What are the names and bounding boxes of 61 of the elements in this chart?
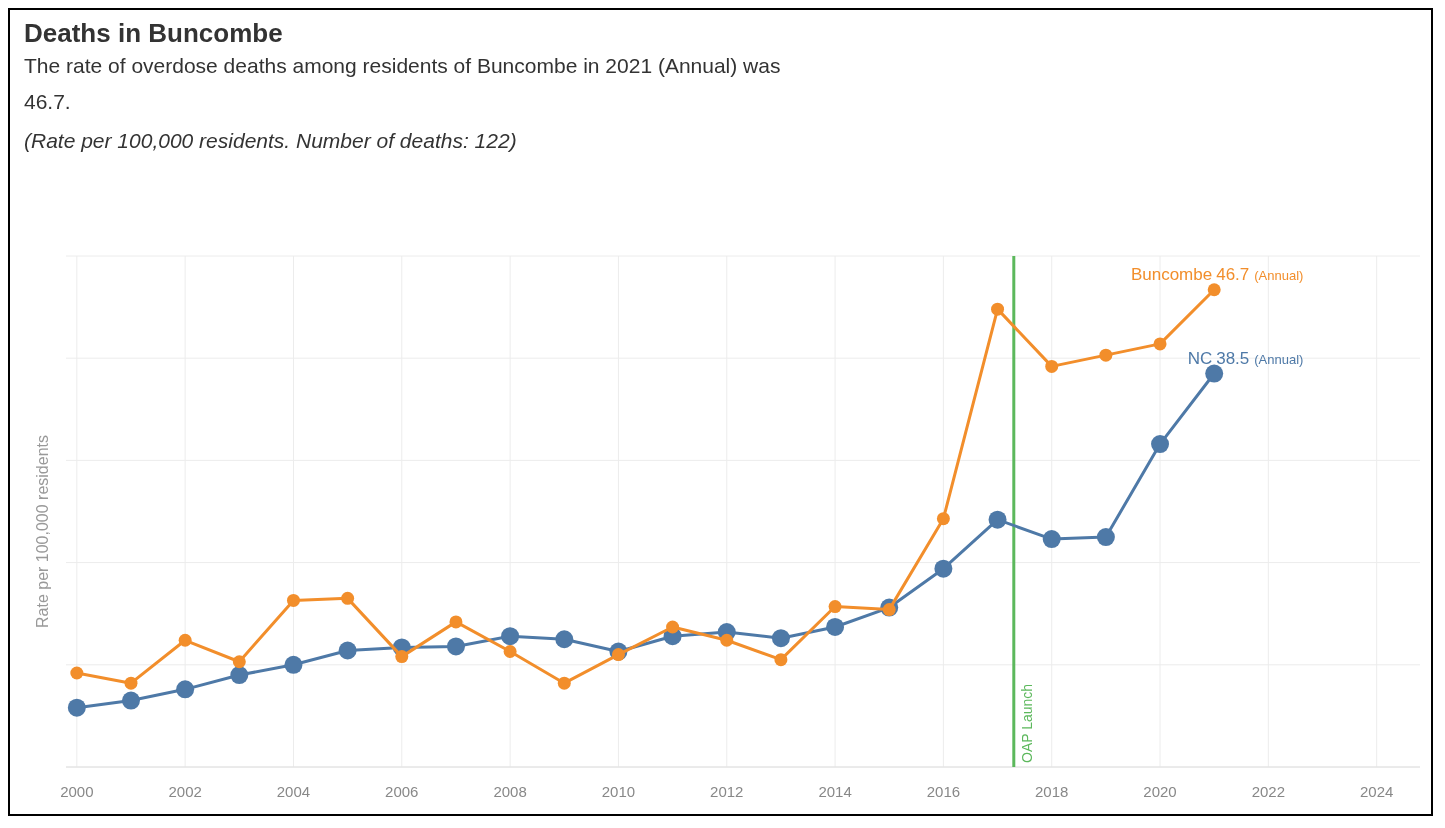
point <box>503 645 517 659</box>
point <box>1042 530 1061 549</box>
point <box>1151 435 1170 454</box>
x-tick-label: 2002 <box>168 783 202 800</box>
point <box>991 302 1005 316</box>
x-tick-label: 2016 <box>926 783 961 800</box>
point <box>934 559 953 578</box>
point <box>232 655 246 669</box>
point <box>341 591 355 605</box>
annotation: (Annual) <box>1254 351 1304 367</box>
point <box>555 630 574 649</box>
point <box>1205 364 1224 383</box>
point <box>395 650 409 664</box>
y-axis-title: Rate per 100,000 residents <box>34 434 51 629</box>
chart-subtitle: The rate of overdose deaths among residents of Buncombe in 2021 (Annual) was 46.7. <box>24 53 782 115</box>
point <box>284 655 303 674</box>
point <box>826 617 845 636</box>
x-tick-label: 2020 <box>1143 783 1177 800</box>
x-tick-label: 2010 <box>601 783 636 800</box>
x-tick-label: 2024 <box>1359 783 1394 800</box>
x-tick-label: 2006 <box>385 783 419 800</box>
point <box>67 698 86 717</box>
point <box>557 676 571 690</box>
point <box>774 653 788 667</box>
data-label: 46.7 <box>1216 264 1250 284</box>
point <box>1096 528 1115 547</box>
ref-line-label: OAP Launch <box>1018 683 1035 763</box>
x-tick-label: 2000 <box>60 783 94 800</box>
x-tick-label: 2012 <box>710 783 744 800</box>
data-label: 38.5 <box>1216 348 1250 368</box>
point <box>828 600 842 614</box>
point <box>70 666 84 680</box>
point <box>286 593 300 607</box>
point <box>121 691 140 710</box>
x-tick-label: 2008 <box>493 783 527 800</box>
point <box>1045 359 1059 373</box>
x-tick-label: 2014 <box>818 783 852 800</box>
point <box>988 510 1007 529</box>
point <box>178 633 192 647</box>
point <box>446 637 465 656</box>
point <box>771 629 790 648</box>
point <box>501 627 520 646</box>
series-label: Buncombe <box>1130 264 1213 284</box>
point <box>1099 348 1113 362</box>
point <box>1153 337 1167 351</box>
point <box>666 620 680 634</box>
annotation: (Annual) <box>1254 267 1304 283</box>
series-label: NC <box>1187 348 1213 368</box>
point <box>176 680 195 699</box>
point <box>936 512 950 526</box>
point <box>124 676 138 690</box>
chart-title: Deaths in Buncombe <box>24 18 283 48</box>
x-tick-label: 2022 <box>1251 783 1286 800</box>
point <box>720 633 734 647</box>
point <box>1207 283 1221 297</box>
point <box>230 666 249 685</box>
text: (Rate per 100,000 residents. Number of deaths: 122) <box>24 129 517 152</box>
point <box>449 615 463 629</box>
x-tick-label: 2004 <box>276 783 311 800</box>
x-tick-label: 2018 <box>1035 783 1069 800</box>
point <box>338 641 357 660</box>
